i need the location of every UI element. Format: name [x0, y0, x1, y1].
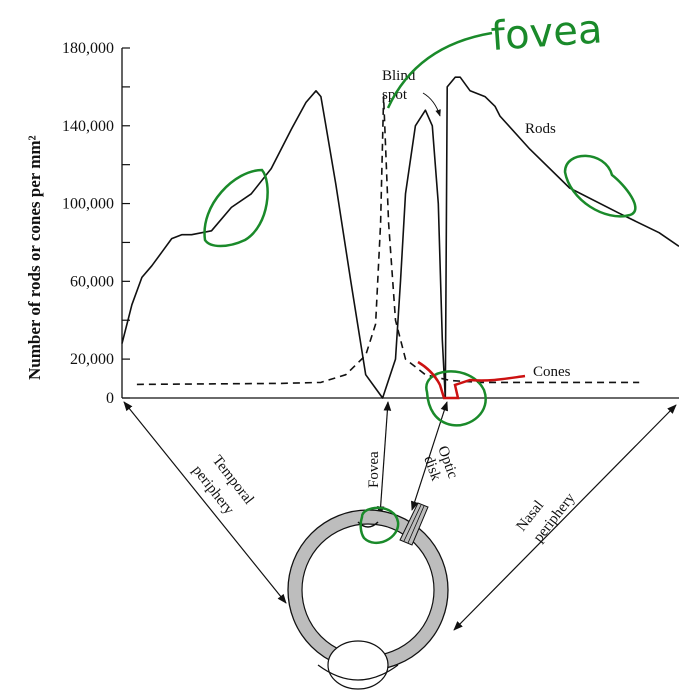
annotation-rods: Rods: [525, 121, 556, 137]
arrow-fovea: [376, 401, 392, 516]
y-tick-label: 60,000: [70, 273, 114, 290]
y-tick-label: 0: [106, 390, 114, 407]
lens: [327, 640, 389, 690]
annotation-blind-spot-line1: Blind: [382, 68, 416, 84]
arrow-temporal: [123, 401, 287, 604]
series-line-cones: [136, 95, 640, 386]
eye-diagram: [287, 502, 449, 690]
handwritten-fovea-arrow: [386, 31, 493, 109]
chart-axes: [121, 48, 679, 399]
green-circle-eye-fovea: [359, 506, 400, 545]
eyeball-inner: [301, 523, 435, 657]
series-line-rods: [121, 76, 679, 399]
annotation-cones: Cones: [533, 364, 571, 380]
series-layer: [121, 76, 679, 399]
green-circle-right: [563, 154, 637, 218]
y-axis-label: Number of rods or cones per mm²: [25, 135, 44, 380]
handwritten-annotations: fovea: [203, 6, 637, 545]
y-ticks: 0 20,000 60,000 100,000 140,000 180,000: [62, 40, 130, 407]
blind-spot-pointer: [422, 92, 441, 117]
y-tick-label: 100,000: [62, 196, 114, 213]
y-tick-label: 20,000: [70, 351, 114, 368]
red-scribble: [417, 360, 526, 400]
optic-nerve-lines: [403, 504, 425, 544]
y-tick-label: 180,000: [62, 40, 114, 57]
green-circle-left: [203, 168, 269, 248]
handwritten-fovea-text: fovea: [489, 6, 603, 60]
cornea: [317, 664, 399, 681]
label-fovea: Fovea: [366, 451, 382, 488]
arrow-nasal: [453, 404, 677, 631]
y-tick-label: 140,000: [62, 118, 114, 135]
green-circle-optic: [425, 370, 487, 427]
